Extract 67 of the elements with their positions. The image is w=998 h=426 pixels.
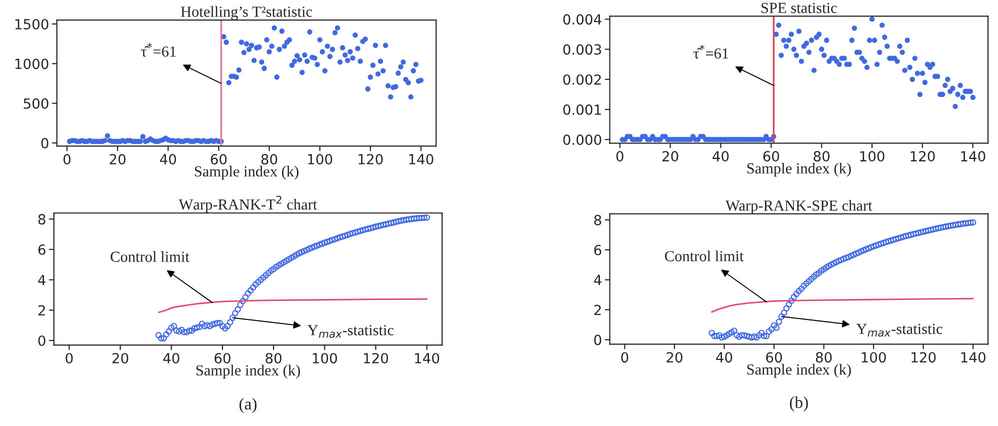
x-tick-label: 0 bbox=[63, 154, 70, 165]
x-tick-label: 140 bbox=[415, 352, 440, 364]
x-tick-label: 40 bbox=[712, 151, 729, 162]
x-tick-label: 140 bbox=[961, 352, 986, 363]
x-tick-label: 100 bbox=[308, 154, 332, 165]
y-tick-label: 4 bbox=[594, 274, 602, 286]
text: (b) bbox=[790, 396, 808, 412]
chart-title: Warp-RANK-T$^{2}$ chart bbox=[178, 196, 318, 213]
x-tick-label: 100 bbox=[312, 352, 337, 364]
x-axis-title: Sample index (k) bbox=[747, 162, 851, 177]
x-tick-label: 120 bbox=[364, 352, 388, 364]
x-tick-label: 60 bbox=[763, 151, 780, 162]
x-tick-label: 140 bbox=[961, 151, 986, 162]
y-tick-label: 6 bbox=[594, 244, 602, 256]
text: (a) bbox=[239, 398, 257, 413]
x-axis-title: Sample index (k) bbox=[747, 364, 851, 378]
x-tick-label: 40 bbox=[163, 352, 180, 364]
x-tick-label: 80 bbox=[816, 352, 832, 363]
x-tick-label: 60 bbox=[766, 352, 782, 363]
y-tick-label: 0 bbox=[38, 335, 46, 346]
x-tick-label: 100 bbox=[860, 151, 884, 162]
y-tick-label: 1500 bbox=[15, 18, 48, 30]
x-tick-label: 120 bbox=[358, 154, 383, 165]
chart-title: SPE statistic bbox=[762, 2, 837, 14]
y-tick-label: 0.000 bbox=[563, 134, 602, 145]
y-tick-label: 6 bbox=[38, 244, 46, 255]
x-tick-label: 0 bbox=[66, 352, 73, 364]
x-tick-label: 60 bbox=[214, 352, 230, 364]
x-tick-label: 40 bbox=[716, 352, 732, 363]
y-tick-label: 8 bbox=[594, 214, 602, 226]
x-tick-label: 0 bbox=[621, 352, 628, 363]
x-tick-label: 40 bbox=[160, 154, 176, 165]
annotation: Y$_{max}$-statistic bbox=[308, 325, 394, 338]
x-tick-label: 20 bbox=[110, 154, 126, 165]
x-tick-label: 20 bbox=[662, 151, 678, 162]
x-tick-label: 20 bbox=[666, 352, 682, 363]
y-tick-label: 0.004 bbox=[563, 14, 602, 25]
y-tick-label: 1000 bbox=[15, 58, 48, 70]
y-tick-label: 500 bbox=[24, 98, 48, 109]
x-tick-label: 60 bbox=[210, 154, 227, 165]
x-tick-label: 0 bbox=[616, 151, 624, 162]
y-tick-label: 0.001 bbox=[563, 104, 601, 115]
chart-title: Hotelling’s T²statistic bbox=[180, 6, 312, 20]
x-tick-label: 80 bbox=[261, 154, 278, 165]
x-tick-label: 120 bbox=[910, 151, 935, 162]
y-tick-label: 0.002 bbox=[563, 74, 601, 85]
annotation: Control limit bbox=[664, 250, 744, 262]
chart-title: Warp-RANK-SPE chart bbox=[725, 200, 872, 214]
y-tick-label: 4 bbox=[38, 274, 46, 286]
annotation: Y$_{max}$-statistic bbox=[856, 324, 942, 337]
x-axis-title: Sample index (k) bbox=[196, 364, 300, 379]
annotation: τ̂$^{*}$=61 bbox=[693, 44, 728, 59]
y-tick-label: 0 bbox=[41, 138, 48, 148]
y-tick-label: 2 bbox=[594, 304, 601, 316]
y-tick-label: 0 bbox=[594, 334, 602, 346]
annotation: τ̂$^{*}$=61 bbox=[141, 42, 176, 57]
x-tick-label: 20 bbox=[112, 352, 128, 364]
y-tick-label: 8 bbox=[38, 214, 46, 225]
x-tick-label: 80 bbox=[814, 151, 830, 162]
x-tick-label: 80 bbox=[266, 352, 282, 364]
x-tick-label: 120 bbox=[912, 352, 936, 363]
y-tick-label: 0.003 bbox=[563, 44, 602, 55]
x-axis-title: Sample index (k) bbox=[194, 166, 298, 180]
x-tick-label: 140 bbox=[409, 154, 434, 165]
x-tick-label: 100 bbox=[862, 352, 886, 363]
y-tick-label: 2 bbox=[38, 305, 45, 316]
annotation: Control limit bbox=[110, 251, 190, 262]
